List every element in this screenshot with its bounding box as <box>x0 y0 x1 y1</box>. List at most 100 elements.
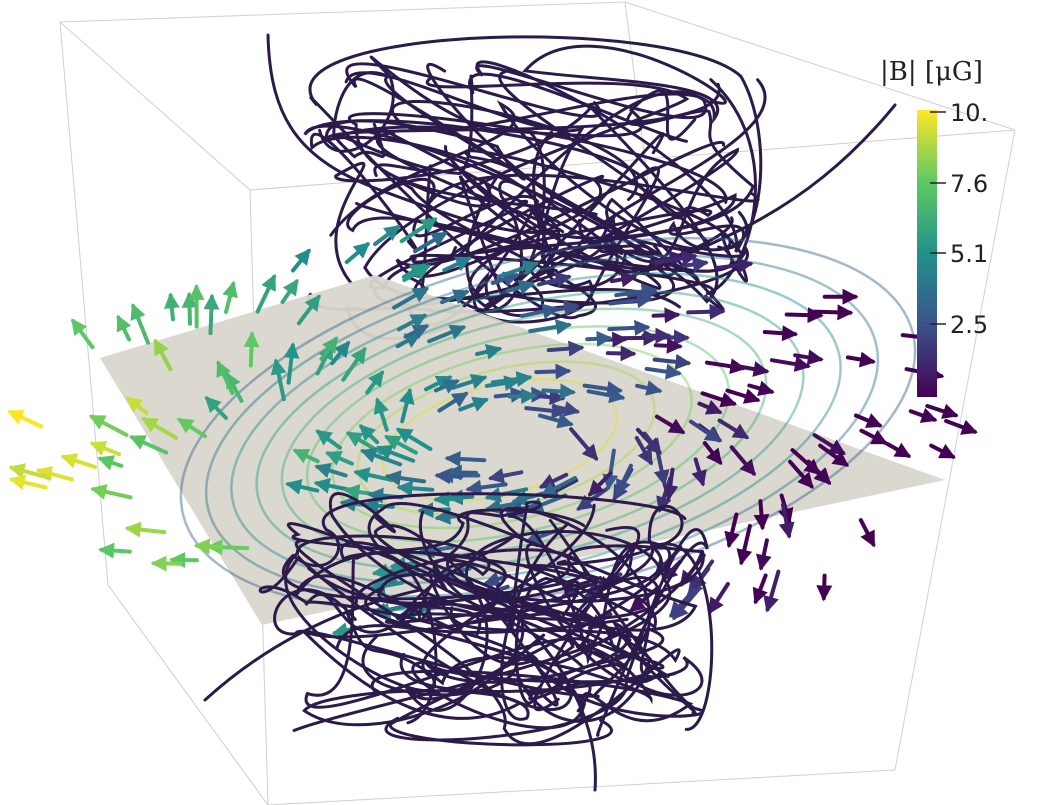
field-line <box>363 75 690 309</box>
field-line <box>203 588 422 702</box>
field-arrow <box>653 337 683 354</box>
field-arrow <box>778 502 795 539</box>
field-arrow <box>60 453 97 469</box>
field-line <box>518 618 597 792</box>
field-arrow <box>292 448 320 464</box>
field-arrow <box>475 344 503 360</box>
colorbar: |B| [μG] 10. 7.6 5.1 2.5 <box>880 57 988 397</box>
field-arrow <box>811 304 854 321</box>
field-line <box>346 173 760 272</box>
field-arrow <box>116 314 132 342</box>
field-arrow <box>507 388 537 405</box>
field-line <box>361 634 665 697</box>
field-arrow <box>697 399 723 415</box>
field-arrow <box>141 417 179 440</box>
field-arrow <box>90 484 133 500</box>
field-arrow <box>204 396 228 420</box>
field-arrow <box>784 307 824 324</box>
field-arrow <box>807 460 831 485</box>
field-arrow <box>384 470 426 487</box>
field-arrow <box>538 412 574 429</box>
field-arrow <box>8 463 52 480</box>
field-arrow <box>225 371 244 403</box>
field-arrow <box>89 440 121 457</box>
field-arrow <box>373 397 389 432</box>
field-arrow <box>413 231 448 254</box>
field-line <box>304 593 694 723</box>
field-arrow <box>433 379 460 394</box>
field-arrow <box>688 419 722 443</box>
field-arrow <box>176 417 207 439</box>
field-arrow <box>730 361 770 377</box>
field-arrow <box>929 443 956 459</box>
field-line <box>307 130 739 312</box>
field-arrow <box>845 351 876 368</box>
field-arrow <box>129 435 169 455</box>
field-arrow <box>788 459 814 489</box>
field-arrow <box>546 340 585 357</box>
field-arrow <box>427 324 467 344</box>
field-line <box>286 522 657 712</box>
field-line <box>332 55 697 282</box>
field-arrow <box>755 538 772 571</box>
field-arrow <box>651 307 681 324</box>
field-arrow <box>729 445 756 477</box>
field-arrow <box>344 242 371 265</box>
field-arrow <box>396 480 435 497</box>
field-line <box>294 539 681 746</box>
field-arrow <box>569 427 599 461</box>
field-arrow <box>605 345 637 362</box>
field-arrow <box>537 389 566 406</box>
field-arrow <box>270 358 287 402</box>
colorbar-tick-7-6: 7.6 <box>950 170 988 198</box>
field-arrow <box>793 349 824 366</box>
field-arrow <box>602 448 619 491</box>
field-arrow <box>859 428 888 445</box>
field-line <box>446 500 705 631</box>
field-arrow <box>203 293 220 336</box>
field-arrow <box>71 318 95 350</box>
field-arrow <box>222 280 238 314</box>
field-arrow <box>708 582 730 615</box>
field-arrow <box>487 467 524 484</box>
field-line <box>284 503 596 692</box>
field-arrow <box>35 466 74 482</box>
field-arrow <box>163 292 180 322</box>
field-arrow <box>818 443 850 467</box>
field-arrow <box>528 319 572 335</box>
field-arrow <box>539 476 577 497</box>
field-arrow <box>724 512 740 549</box>
field-arrow <box>607 319 651 336</box>
field-arrow <box>433 491 464 508</box>
field-arrow <box>753 499 770 531</box>
field-arrow <box>368 578 405 594</box>
field-arrow <box>762 325 799 342</box>
field-arrow <box>858 518 876 548</box>
field-arrow <box>534 363 572 380</box>
field-line <box>376 127 662 292</box>
field-arrow <box>615 463 633 496</box>
field-arrow <box>496 260 540 279</box>
field-arrow <box>769 356 811 372</box>
field-arrow <box>609 271 638 288</box>
field-arrow <box>686 303 726 320</box>
field-arrow <box>396 313 428 332</box>
field-arrow <box>662 467 679 502</box>
field-lines-lower <box>203 492 714 792</box>
field-arrow <box>490 371 533 387</box>
field-line <box>329 68 712 250</box>
field-arrow <box>635 380 663 396</box>
field-arrow <box>644 363 682 380</box>
field-arrow <box>634 436 653 466</box>
colorbar-tick-10: 10. <box>950 99 988 127</box>
field-arrow <box>125 396 149 415</box>
field-arrow <box>392 287 430 310</box>
field-line <box>292 530 672 732</box>
field-arrow <box>885 442 912 458</box>
field-arrow <box>319 336 339 361</box>
field-arrow <box>398 387 415 424</box>
field-arrow <box>97 455 124 471</box>
colorbar-gradient <box>917 110 937 397</box>
field-arrow <box>130 303 150 345</box>
field-arrow <box>614 283 658 300</box>
